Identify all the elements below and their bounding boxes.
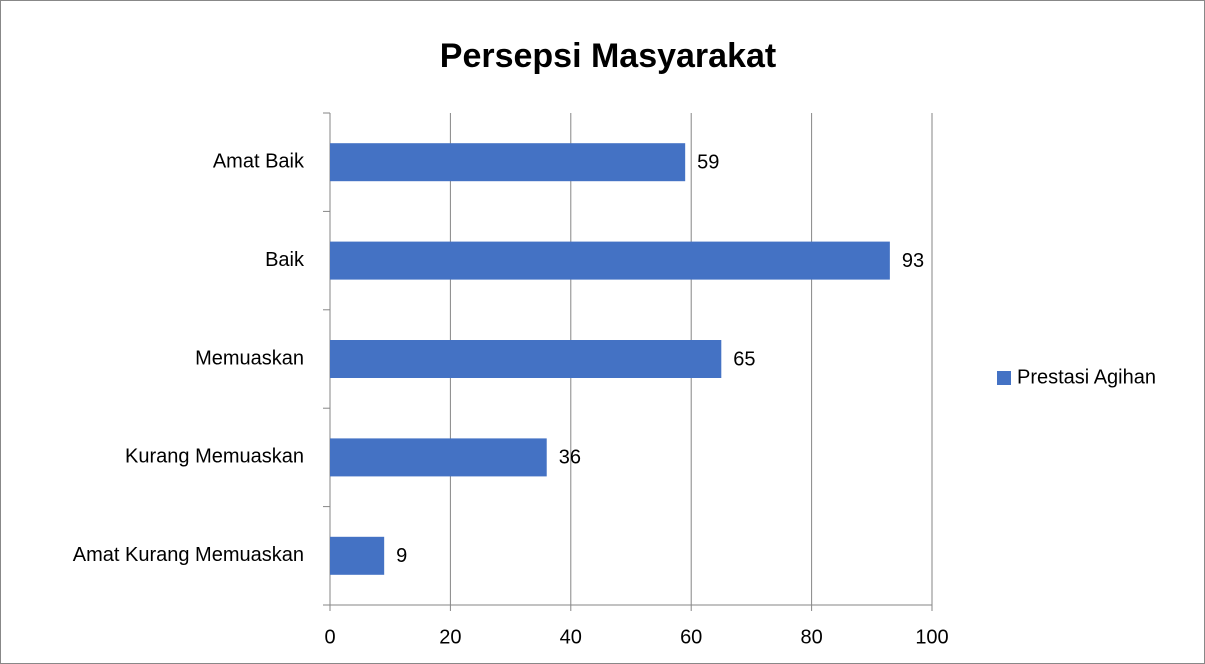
data-label: 59: [697, 151, 719, 173]
legend-swatch: [997, 371, 1011, 385]
chart-title: Persepsi Masyarakat: [440, 37, 776, 75]
y-tick-label: Memuaskan: [195, 347, 304, 369]
y-tick-label: Amat Baik: [213, 150, 305, 172]
x-tick-label: 40: [560, 626, 582, 648]
data-label: 65: [733, 348, 755, 370]
x-tick-label: 100: [915, 626, 948, 648]
x-tick-label: 20: [439, 626, 461, 648]
x-tick-label: 60: [680, 626, 702, 648]
x-tick-label: 0: [324, 626, 335, 648]
x-tick-label: 80: [800, 626, 822, 648]
y-tick-label: Kurang Memuaskan: [125, 446, 304, 468]
bar: [330, 438, 547, 477]
bar: [330, 241, 890, 280]
data-label: 9: [396, 545, 407, 567]
y-tick-label: Amat Kurang Memuaskan: [73, 544, 304, 566]
bar: [330, 143, 686, 182]
legend-label: Prestasi Agihan: [1017, 366, 1156, 388]
bar: [330, 340, 722, 378]
data-label: 36: [559, 447, 581, 469]
data-label: 93: [902, 250, 924, 272]
bar: [330, 536, 385, 575]
y-tick-label: Baik: [265, 249, 305, 271]
